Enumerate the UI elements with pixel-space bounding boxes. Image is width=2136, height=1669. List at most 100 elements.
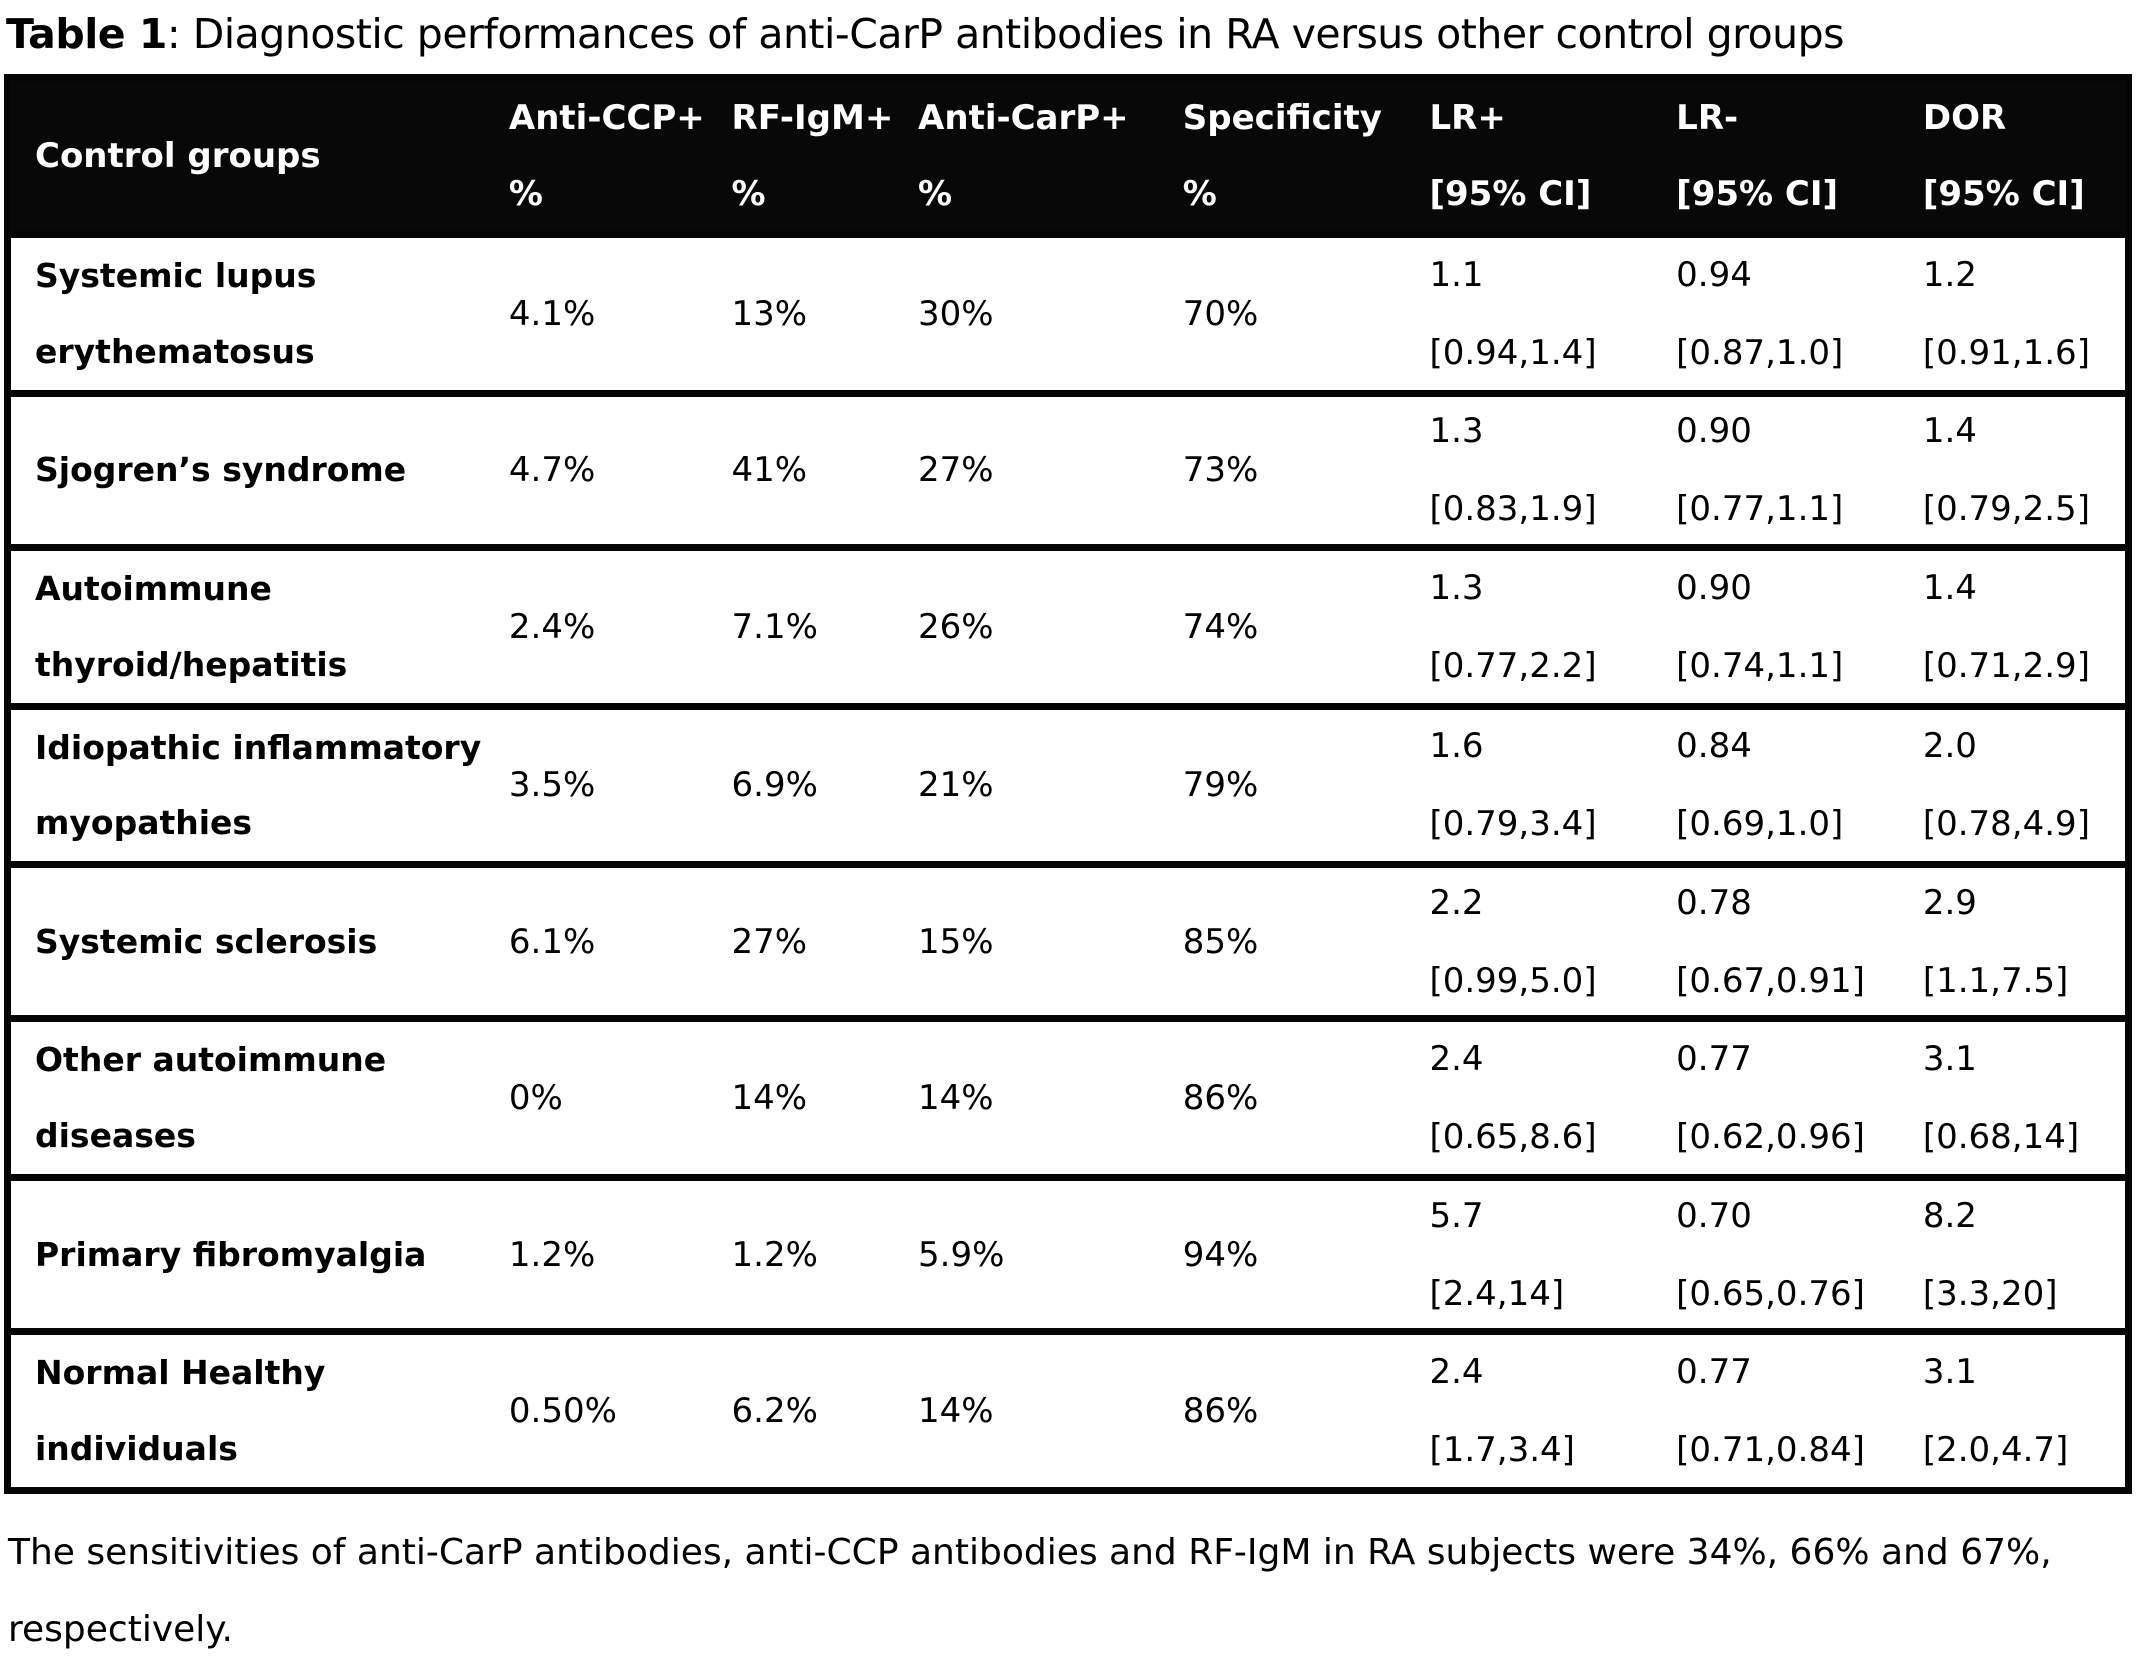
value-ci-stack: 3.1 [0.68,14] xyxy=(1923,1039,2125,1157)
lr-plus-value: 1.3 xyxy=(1429,567,1484,608)
lr-minus-ci: [0.77,1.1] xyxy=(1676,489,1844,530)
specificity-cell: 73% xyxy=(1182,389,1430,548)
header-label: Specificity xyxy=(1182,98,1382,138)
lr-minus-value: 0.90 xyxy=(1676,567,1752,608)
anti-carp-cell: 26% xyxy=(918,543,1183,707)
lr-plus-cell: 1.6 [0.79,3.4] xyxy=(1429,702,1677,865)
table-header: Control groups Anti-CCP+% RF-IgM+% Anti-… xyxy=(7,77,2129,235)
table-row: Other autoimmune diseases 0% 14% 14% 86%… xyxy=(7,1015,2129,1178)
table-footnote: The sensitivities of anti-CarP antibodie… xyxy=(8,1531,2052,1651)
dor-cell: 1.4 [0.71,2.9] xyxy=(1922,543,2129,707)
value-ci-stack: 1.4 [0.79,2.5] xyxy=(1923,411,2125,529)
value-ci-stack: 2.4 [0.65,8.6] xyxy=(1429,1039,1676,1157)
column-header-dor: DOR [95% CI] xyxy=(1922,77,2129,235)
column-header-anti-carp: Anti-CarP+% xyxy=(918,77,1183,235)
lr-minus-value: 0.78 xyxy=(1676,882,1752,923)
lr-minus-ci: [0.71,0.84] xyxy=(1676,1430,1865,1471)
header-unit: % xyxy=(1182,174,1217,214)
value-ci-stack: 1.3 [0.83,1.9] xyxy=(1429,411,1676,529)
lr-minus-cell: 0.77 [0.71,0.84] xyxy=(1676,1328,1923,1491)
lr-minus-value: 0.94 xyxy=(1676,254,1752,295)
diagnostic-performance-table: Control groups Anti-CCP+% RF-IgM+% Anti-… xyxy=(4,74,2132,1494)
column-header-lr-minus: LR- [95% CI] xyxy=(1676,77,1923,235)
rf-igm-cell: 6.9% xyxy=(731,702,919,865)
anti-carp-cell: 14% xyxy=(918,1015,1183,1178)
dor-value: 2.9 xyxy=(1922,882,1977,923)
lr-minus-value: 0.77 xyxy=(1676,1039,1752,1080)
value-ci-stack: 1.4 [0.71,2.9] xyxy=(1923,568,2125,686)
specificity-cell: 94% xyxy=(1182,1174,1430,1332)
header-label: Anti-CarP+ xyxy=(918,98,1129,138)
header-label-stack: DOR [95% CI] xyxy=(1923,98,2125,214)
value-ci-stack: 0.77 [0.62,0.96] xyxy=(1676,1039,1923,1157)
lr-plus-ci: [0.99,5.0] xyxy=(1429,960,1597,1001)
rf-igm-cell: 41% xyxy=(731,389,919,548)
lr-minus-cell: 0.70 [0.65,0.76] xyxy=(1676,1174,1923,1332)
table-row: Sjogren’s syndrome 4.7% 41% 27% 73% 1.3 [… xyxy=(7,389,2129,548)
control-group-name: Sjogren’s syndrome xyxy=(7,389,509,548)
lr-minus-cell: 0.77 [0.62,0.96] xyxy=(1676,1015,1923,1178)
value-ci-stack: 0.90 [0.74,1.1] xyxy=(1676,568,1923,686)
lr-minus-ci: [0.69,1.0] xyxy=(1676,804,1844,845)
dor-ci: [0.68,14] xyxy=(1922,1117,2080,1158)
header-unit: % xyxy=(508,174,543,214)
lr-plus-value: 2.4 xyxy=(1429,1039,1484,1080)
header-label: Anti-CCP+ xyxy=(508,98,705,138)
value-ci-stack: 1.6 [0.79,3.4] xyxy=(1429,726,1676,844)
lr-plus-value: 2.4 xyxy=(1429,1352,1484,1393)
control-group-name: Autoimmune thyroid/hepatitis xyxy=(7,543,509,707)
lr-plus-ci: [1.7,3.4] xyxy=(1429,1430,1575,1471)
lr-plus-value: 1.3 xyxy=(1429,411,1484,452)
header-ci: [95% CI] xyxy=(1676,174,1839,214)
value-ci-stack: 1.2 [0.91,1.6] xyxy=(1923,255,2125,373)
dor-ci: [0.71,2.9] xyxy=(1922,645,2090,686)
anti-ccp-cell: 1.2% xyxy=(508,1174,732,1332)
control-group-name: Other autoimmune diseases xyxy=(7,1015,509,1178)
dor-cell: 8.2 [3.3,20] xyxy=(1922,1174,2129,1332)
dor-cell: 2.0 [0.78,4.9] xyxy=(1922,702,2129,865)
rf-igm-cell: 27% xyxy=(731,861,919,1019)
value-ci-stack: 3.1 [2.0,4.7] xyxy=(1923,1352,2125,1470)
dor-cell: 2.9 [1.1,7.5] xyxy=(1922,861,2129,1019)
header-unit: % xyxy=(731,174,766,214)
lr-plus-cell: 1.3 [0.83,1.9] xyxy=(1429,389,1677,548)
lr-plus-ci: [2.4,14] xyxy=(1429,1273,1565,1314)
value-ci-stack: 0.78 [0.67,0.91] xyxy=(1676,883,1923,1001)
anti-carp-cell: 21% xyxy=(918,702,1183,865)
dor-value: 1.2 xyxy=(1922,254,1977,295)
lr-plus-ci: [0.77,2.2] xyxy=(1429,645,1597,686)
lr-plus-ci: [0.94,1.4] xyxy=(1429,332,1597,373)
lr-plus-ci: [0.79,3.4] xyxy=(1429,804,1597,845)
header-row: Control groups Anti-CCP+% RF-IgM+% Anti-… xyxy=(7,77,2129,235)
dor-ci: [0.78,4.9] xyxy=(1922,804,2090,845)
column-header-specificity: Specificity% xyxy=(1182,77,1430,235)
anti-ccp-cell: 4.1% xyxy=(508,231,732,394)
lr-plus-value: 1.1 xyxy=(1429,254,1484,295)
header-label-stack: Anti-CCP+% xyxy=(509,98,732,214)
dor-ci: [2.0,4.7] xyxy=(1922,1430,2069,1471)
table-row: Systemic sclerosis 6.1% 27% 15% 85% 2.2 [… xyxy=(7,861,2129,1019)
control-group-name: Normal Healthy individuals xyxy=(7,1328,509,1491)
value-ci-stack: 2.4 [1.7,3.4] xyxy=(1429,1352,1676,1470)
anti-ccp-cell: 3.5% xyxy=(508,702,732,865)
dor-value: 2.0 xyxy=(1922,726,1977,767)
anti-ccp-cell: 6.1% xyxy=(508,861,732,1019)
control-group-name: Systemic sclerosis xyxy=(7,861,509,1019)
specificity-cell: 86% xyxy=(1182,1328,1430,1491)
dor-value: 1.4 xyxy=(1922,567,1977,608)
anti-carp-cell: 15% xyxy=(918,861,1183,1019)
header-label: RF-IgM+ xyxy=(731,98,894,138)
lr-minus-cell: 0.94 [0.87,1.0] xyxy=(1676,231,1923,394)
lr-plus-cell: 2.4 [1.7,3.4] xyxy=(1429,1328,1677,1491)
rf-igm-cell: 14% xyxy=(731,1015,919,1178)
anti-carp-cell: 27% xyxy=(918,389,1183,548)
lr-minus-cell: 0.78 [0.67,0.91] xyxy=(1676,861,1923,1019)
lr-plus-ci: [0.65,8.6] xyxy=(1429,1117,1597,1158)
rf-igm-cell: 1.2% xyxy=(731,1174,919,1332)
column-header-anti-ccp: Anti-CCP+% xyxy=(508,77,732,235)
header-label: LR+ xyxy=(1429,98,1506,138)
dor-cell: 3.1 [0.68,14] xyxy=(1922,1015,2129,1178)
control-group-name: Systemic lupus erythematosus xyxy=(7,231,509,394)
header-ci: [95% CI] xyxy=(1922,174,2085,214)
column-header-lr-plus: LR+ [95% CI] xyxy=(1429,77,1677,235)
